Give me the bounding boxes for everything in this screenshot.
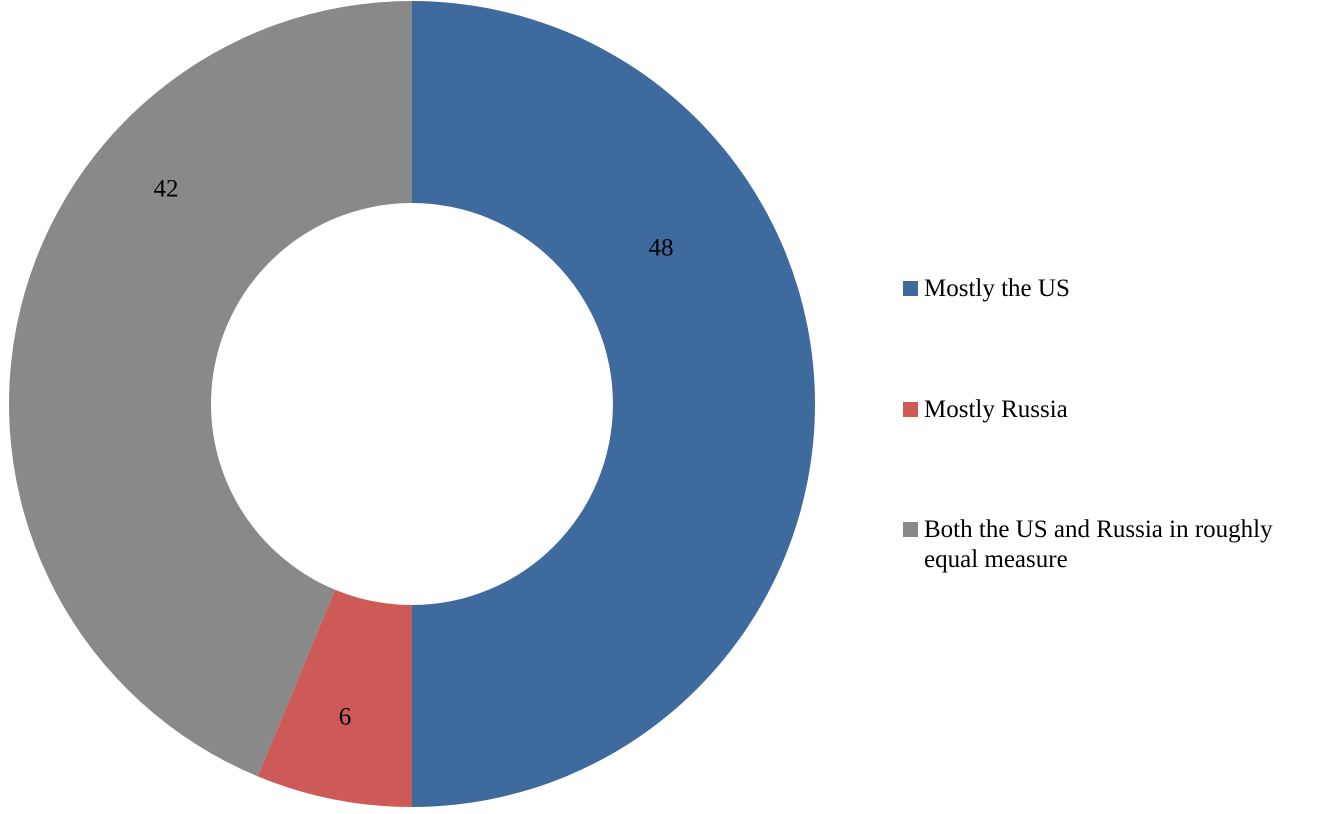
- legend-item-both: Both the US and Russia in roughly equal …: [903, 515, 1329, 575]
- data-label-both: 42: [154, 176, 179, 203]
- data-label-mostly-us: 48: [649, 235, 674, 262]
- legend-item-mostly-russia: Mostly Russia: [903, 395, 1329, 425]
- data-label-mostly-russia: 6: [339, 704, 352, 731]
- legend-label-mostly-russia: Mostly Russia: [924, 396, 1068, 423]
- legend-label-mostly-us: Mostly the US: [924, 275, 1070, 302]
- donut-slices: [8, 1, 815, 807]
- legend-label-both: Both the US and Russia in roughly equal …: [924, 516, 1273, 573]
- donut-slice-mostly-us: [412, 1, 815, 807]
- legend-item-mostly-us: Mostly the US: [903, 274, 1329, 304]
- donut-slice-mostly-russia: [257, 589, 412, 807]
- legend-swatch-mostly-russia: [903, 402, 918, 417]
- legend-swatch-both: [903, 522, 918, 537]
- legend-swatch-mostly-us: [903, 281, 918, 296]
- donut-data-labels: 48 6 42: [154, 176, 674, 731]
- donut-slice-both: [8, 1, 413, 777]
